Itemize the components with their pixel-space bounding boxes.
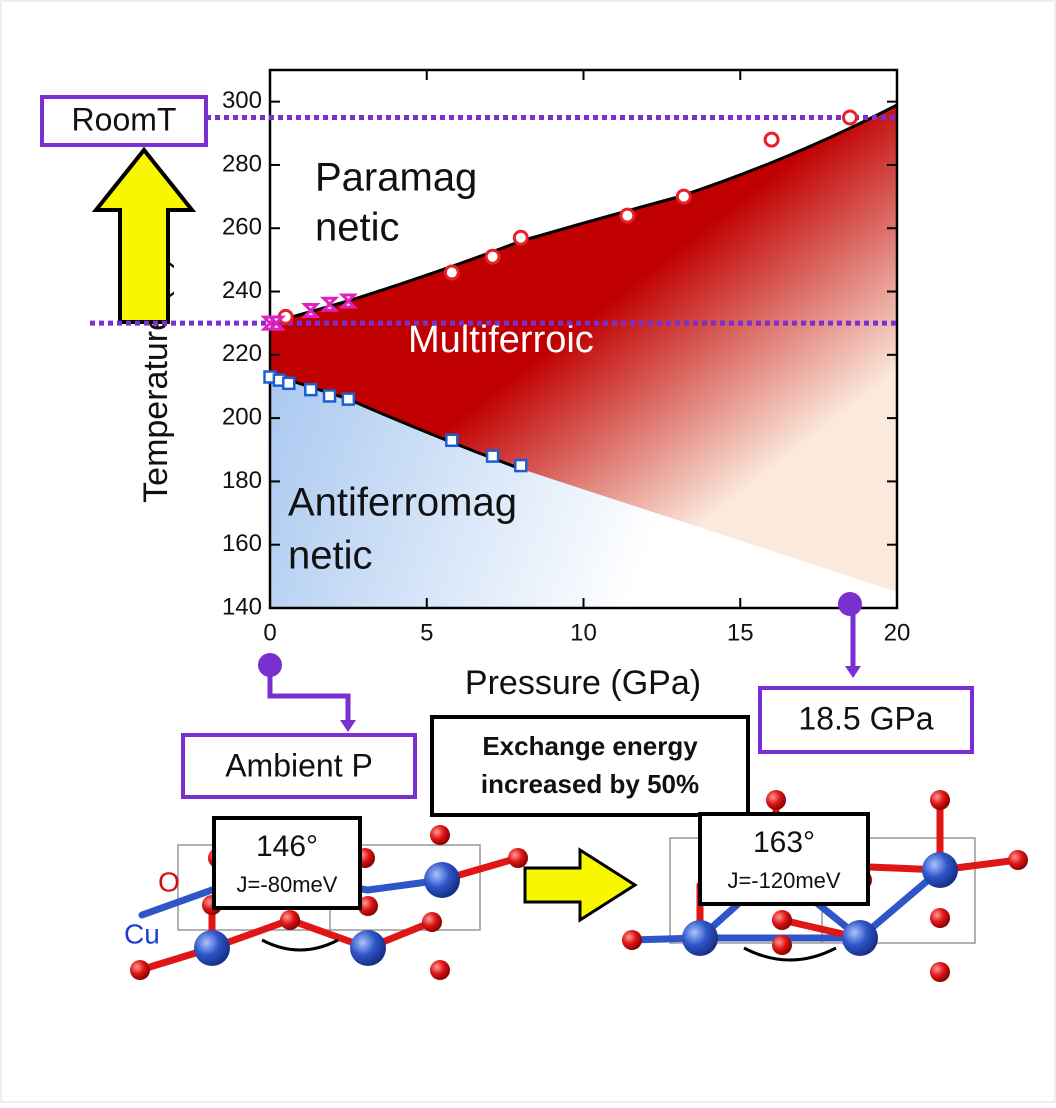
figure: Paramag netic Multiferroic Antiferromag … (0, 0, 1056, 1103)
data-point (486, 250, 499, 263)
data-point (445, 266, 458, 279)
marker-label: Ambient P (225, 747, 373, 783)
pressure-marker (258, 653, 282, 677)
data-point (324, 390, 335, 401)
y-tick-label: 280 (222, 150, 262, 177)
data-point (621, 209, 634, 222)
x-tick-label: 20 (884, 619, 911, 646)
y-tick-label: 200 (222, 403, 262, 430)
data-point (515, 460, 526, 471)
data-point (283, 378, 294, 389)
arrow-head (845, 666, 861, 678)
atom-label: O (158, 866, 180, 897)
region-label: netic (288, 534, 373, 578)
connector (270, 668, 348, 722)
data-point (514, 231, 527, 244)
data-point (765, 133, 778, 146)
reference-label: RoomT (72, 101, 177, 137)
region-label: Paramag (315, 156, 477, 200)
exchange-label: J=-80meV (237, 872, 338, 897)
transition-arrow (525, 850, 635, 920)
marker-label: 18.5 GPa (798, 700, 933, 736)
arrow-head (340, 720, 356, 732)
y-tick-label: 260 (222, 214, 262, 241)
data-point (343, 394, 354, 405)
atom-label: Cu (124, 918, 160, 949)
pressure-marker (838, 592, 862, 616)
data-point (843, 111, 856, 124)
data-point (677, 190, 690, 203)
exchange-label: J=-120meV (727, 868, 840, 893)
x-tick-label: 15 (727, 619, 754, 646)
angle-label: 163° (753, 826, 815, 859)
angle-label: 146° (256, 830, 318, 863)
caption: Exchange energy (482, 731, 698, 761)
caption: increased by 50% (481, 769, 699, 799)
y-tick-label: 180 (222, 467, 262, 494)
arrow (96, 150, 192, 322)
region-label: Antiferromag (288, 481, 517, 525)
x-tick-label: 10 (570, 619, 597, 646)
region-label: netic (315, 206, 400, 250)
y-tick-label: 140 (222, 593, 262, 620)
y-tick-label: 160 (222, 530, 262, 557)
y-tick-label: 220 (222, 340, 262, 367)
x-tick-label: 5 (420, 619, 433, 646)
data-point (446, 435, 457, 446)
y-tick-label: 240 (222, 277, 262, 304)
data-point (487, 451, 498, 462)
x-axis-title: Pressure (GPa) (465, 664, 701, 702)
x-tick-label: 0 (263, 619, 276, 646)
y-tick-label: 300 (222, 87, 262, 114)
data-point (305, 384, 316, 395)
